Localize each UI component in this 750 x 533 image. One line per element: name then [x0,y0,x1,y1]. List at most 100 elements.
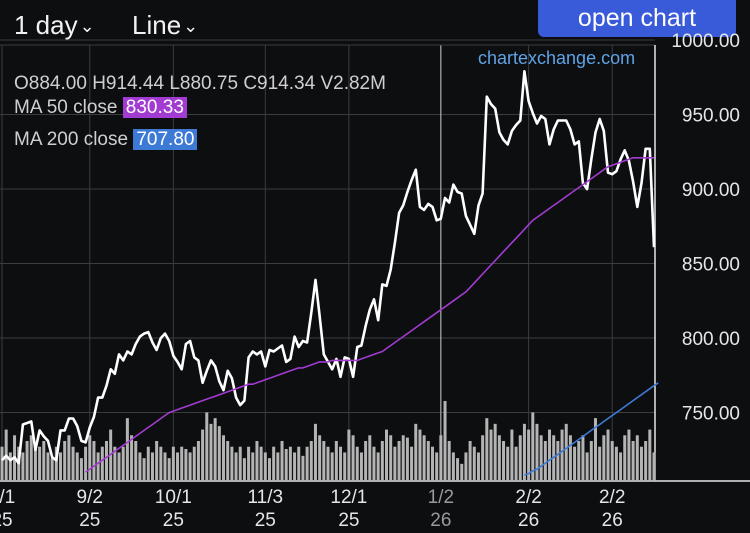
volume-bar [59,452,63,481]
x-tick-label: 26 [430,510,451,531]
volume-label: V [320,73,334,94]
volume-bar [460,463,464,481]
high-value: 914.44 [105,73,165,94]
x-tick-label: 2/2 [599,487,625,508]
volume-bar [188,452,192,481]
volume-bar [267,458,271,481]
y-tick-label: 950.00 [682,106,740,127]
volume-bar [560,429,564,481]
volume-bar [84,446,88,481]
volume-bar [464,452,468,481]
volume-bar [456,458,460,481]
volume-bar [234,452,238,481]
volume-bar [639,446,643,481]
range-label: 1 day [14,10,78,40]
volume-bar [497,435,501,481]
volume-bar [50,458,54,481]
volume-bar [368,435,372,481]
volume-bar [192,446,196,481]
volume-bar [430,446,434,481]
x-tick-label: 25 [0,510,13,531]
volume-bar [284,449,288,481]
volume-bar [585,452,589,481]
ma50-readout: MA 50 close 830.33 [14,97,187,119]
volume-bar [54,446,58,481]
volume-bar [589,441,593,481]
open-label: O [14,73,29,94]
volume-bar [167,458,171,481]
volume-bar [21,452,25,481]
volume-bar [130,435,134,481]
volume-bar [150,452,154,481]
volume-bar [468,441,472,481]
volume-bar [443,401,447,481]
volume-bar [619,452,623,481]
volume-bar [502,441,506,481]
volume-bar [226,441,230,481]
volume-bar [548,429,552,481]
volume-bar [180,446,184,481]
x-tick-label: 8/1 [0,487,15,508]
volume-bar [79,458,83,481]
volume-bar [493,423,497,481]
volume-bar [522,423,526,481]
range-selector[interactable]: 1 day ⌄ [14,10,95,41]
volume-bar [155,441,159,481]
volume-bar [247,446,251,481]
volume-bar [322,441,326,481]
volume-bar [351,435,355,481]
volume-bar [598,446,602,481]
volume-bar [0,446,4,481]
volume-bar [401,435,405,481]
volume-bar [238,446,242,481]
volume-bar [313,423,317,481]
volume-bar [38,446,42,481]
volume-bar [288,446,292,481]
volume-bar [242,458,246,481]
volume-bar [568,435,572,481]
x-tick-label: 25 [255,510,276,531]
volume-bar [385,429,389,481]
close-value: 914.34 [257,73,316,94]
volume-bar [222,435,226,481]
ma200-value-badge: 707.80 [133,129,198,150]
volume-bar [652,452,656,481]
volume-bar [104,441,108,481]
volume-bar [96,452,100,481]
volume-bar [414,423,418,481]
ma200-label: MA 200 close [14,129,129,150]
volume-bar [25,441,29,481]
volume-bar [297,446,301,481]
volume-bar [309,441,313,481]
y-tick-label: 750.00 [682,404,740,425]
volume-bar [631,441,635,481]
volume-bar [506,446,510,481]
volume-bar [648,429,652,481]
volume-bar [527,429,531,481]
volume-bar [389,435,393,481]
volume-bar [343,452,347,481]
volume-bar [117,452,121,481]
volume-bar [426,441,430,481]
volume-bar [159,446,163,481]
volume-bar [543,441,547,481]
x-tick-label: 25 [338,510,359,531]
volume-bar [113,446,117,481]
volume-bar [539,435,543,481]
volume-bar [359,452,363,481]
volume-bar [259,446,263,481]
x-tick-label: 2/2 [515,487,541,508]
x-tick-label: 12/1 [330,487,367,508]
ma200-line [524,382,659,476]
chart-type-selector[interactable]: Line ⌄ [132,10,198,41]
volume-bar [602,435,606,481]
volume-bar [134,441,138,481]
ma50-line [85,157,654,473]
open-chart-button[interactable]: open chart [538,0,736,37]
volume-bar [33,449,37,481]
volume-bar [451,452,455,481]
volume-bar [410,446,414,481]
volume-bar [593,418,597,481]
x-tick-label: 25 [163,510,184,531]
